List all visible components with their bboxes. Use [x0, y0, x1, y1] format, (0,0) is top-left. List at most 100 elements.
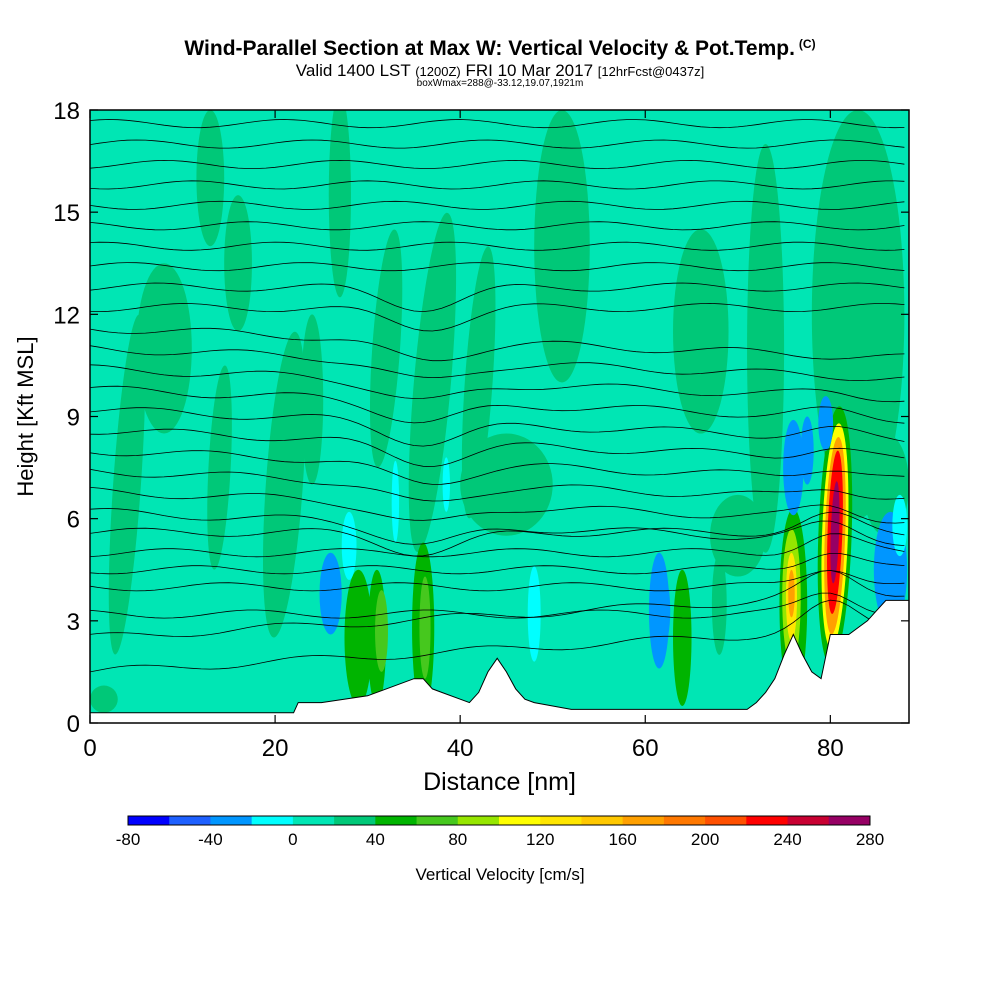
- theta-contour-line: [90, 511, 905, 557]
- colorbar-swatch: [581, 816, 624, 825]
- velocity-cell: [136, 263, 192, 434]
- colorbar-swatch: [128, 816, 170, 825]
- velocity-cell: [711, 552, 727, 655]
- velocity-cell: [461, 246, 496, 519]
- colorbar-swatch: [540, 816, 582, 825]
- theta-contour-line: [90, 533, 905, 558]
- theta-contour-line: [90, 139, 905, 149]
- velocity-cell: [892, 494, 908, 557]
- theta-contour-line: [90, 200, 905, 210]
- velocity-cell: [196, 110, 225, 247]
- colorbar-tick-label: 80: [448, 830, 467, 849]
- colorbar-swatch: [416, 816, 459, 825]
- velocity-cell: [800, 416, 814, 485]
- velocity-cell: [460, 433, 553, 536]
- theta-contour-line: [90, 282, 905, 313]
- chart-box-info: boxWmax=288@-33.12,19.07,1921m: [416, 78, 584, 89]
- colorbar-tick-label: 0: [288, 830, 297, 849]
- colorbar-swatch: [705, 816, 747, 825]
- velocity-cell: [319, 552, 342, 635]
- velocity-cell: [788, 569, 795, 618]
- colorbar-swatch: [292, 816, 335, 825]
- velocity-cell: [344, 569, 373, 706]
- theta-contour-line: [90, 180, 905, 190]
- colorbar-tick-label: -80: [116, 830, 141, 849]
- colorbar-swatch: [622, 816, 665, 825]
- theta-contour-line: [90, 450, 905, 485]
- colorbar-swatch: [334, 816, 376, 825]
- colorbar-swatch: [746, 816, 789, 825]
- y-axis-label: Height [Kft MSL]: [13, 336, 38, 496]
- x-tick-label: 0: [83, 735, 96, 762]
- theta-contour-line: [90, 468, 905, 502]
- velocity-cell: [673, 229, 729, 434]
- colorbar-swatch: [499, 816, 541, 825]
- colorbar-tick-label: -40: [198, 830, 223, 849]
- colorbar-swatch: [169, 816, 211, 825]
- chart-title: Wind-Parallel Section at Max W: Vertical…: [184, 37, 816, 60]
- x-tick-label: 80: [817, 735, 844, 762]
- velocity-cell: [90, 685, 118, 713]
- y-tick-label: 18: [53, 98, 80, 125]
- y-tick-label: 9: [67, 405, 80, 432]
- theta-contour-line: [90, 592, 905, 619]
- colorbar-swatch: [457, 816, 500, 825]
- colorbar: -80 -40 0 40 80 120 160 200 240 280 Vertical Veloc…: [116, 815, 884, 884]
- theta-contour-line: [90, 241, 905, 251]
- copyright-mark: (C): [798, 37, 816, 51]
- theta-contour-line: [90, 385, 905, 424]
- velocity-cell: [527, 566, 541, 662]
- velocity-cell: [369, 229, 403, 468]
- x-axis-label: Distance [nm]: [423, 768, 576, 796]
- velocity-cell: [300, 314, 324, 485]
- x-tick-label: 60: [632, 735, 659, 762]
- theta-contour-line: [90, 302, 905, 332]
- velocity-cell: [408, 212, 457, 553]
- y-tick-label: 15: [53, 200, 80, 227]
- theta-contour-line: [90, 119, 905, 129]
- colorbar-tick-label: 40: [366, 830, 385, 849]
- velocity-cell: [375, 590, 388, 672]
- colorbar-swatch: [787, 816, 830, 825]
- theta-contour-line: [90, 407, 905, 447]
- colorbar-swatch: [375, 816, 418, 825]
- colorbar-label: Vertical Velocity [cm/s]: [415, 865, 584, 884]
- terrain: [89, 599, 910, 724]
- theta-contour-line: [90, 262, 905, 272]
- theta-contour-line: [90, 327, 905, 362]
- colorbar-swatch: [251, 816, 294, 825]
- velocity-cell: [328, 110, 351, 298]
- theta-contours: [90, 119, 905, 673]
- theta-contour-line: [90, 345, 905, 382]
- colorbar-tick-label: 200: [691, 830, 719, 849]
- velocity-cell: [391, 460, 400, 543]
- y-tick-label: 0: [67, 711, 80, 738]
- colorbar-frame: [127, 815, 871, 826]
- velocity-cell: [108, 314, 146, 655]
- theta-contour-line: [90, 221, 905, 231]
- theta-contour-line: [90, 569, 905, 637]
- colorbar-swatch: [210, 816, 253, 825]
- velocity-cell: [657, 576, 671, 645]
- colorbar-tick-label: 160: [608, 830, 636, 849]
- chart-subtitle: Valid 1400 LST (1200Z) FRI 10 Mar 2017 […: [295, 61, 705, 80]
- x-tick-label: 20: [262, 735, 289, 762]
- velocity-cell: [534, 110, 590, 383]
- theta-contour-line: [90, 508, 905, 546]
- y-tick-label: 6: [67, 507, 80, 534]
- colorbar-tick-label: 120: [526, 830, 554, 849]
- theta-contour-line: [90, 553, 905, 575]
- velocity-cell: [818, 396, 834, 451]
- colorbar-swatch: [663, 816, 706, 825]
- theta-contour-line: [90, 159, 905, 170]
- velocity-cell: [673, 569, 692, 706]
- colorbar-tick-label: 280: [856, 830, 884, 849]
- velocity-cell: [263, 331, 306, 638]
- theta-contour-line: [90, 569, 905, 592]
- colorbar-swatch: [828, 816, 871, 825]
- velocity-cell: [419, 576, 431, 679]
- theta-contour-line: [90, 364, 905, 403]
- velocity-cell: [442, 457, 450, 512]
- y-tick-label: 3: [67, 609, 80, 636]
